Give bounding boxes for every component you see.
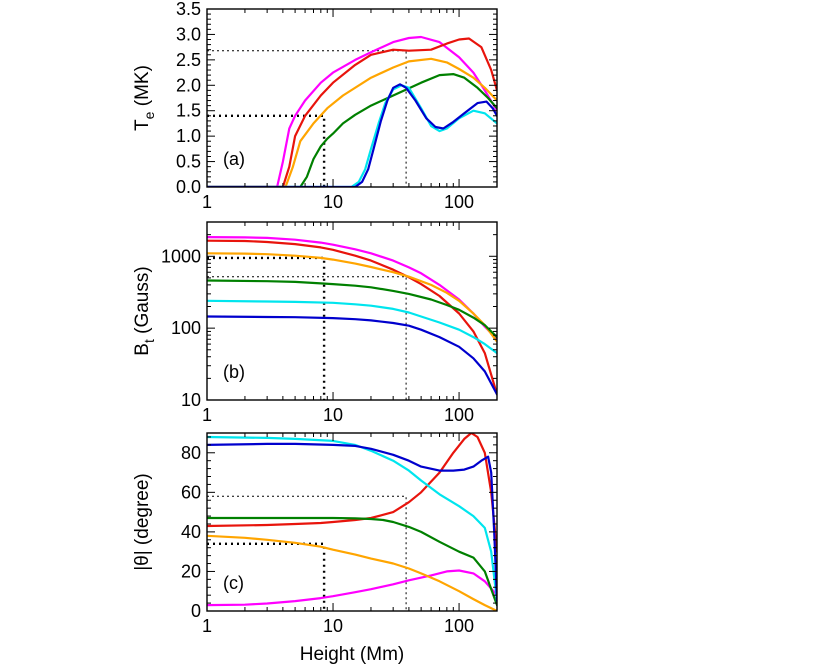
panel-c: 1 10 100 0 20 40 60 80 (c) |θ| (degree) [132,432,498,636]
series-cyan [207,299,497,355]
y-tick-label: 0.5 [176,152,201,172]
reference-line-thin [207,495,407,611]
series-magenta [207,35,497,187]
series-red [207,239,497,396]
y-tick-label: 20 [181,561,201,581]
panel-label: (b) [223,362,245,382]
y-tick-label: 1000 [161,246,201,266]
y-tick-label: 1.5 [176,101,201,121]
x-tick-label: 10 [323,616,343,636]
plot-frame [206,432,498,612]
x-tick-label: 100 [444,192,474,212]
y-tick-label: 0.0 [176,177,201,197]
y-tick-label: 0 [191,601,201,621]
y-tick-label: 2.5 [176,50,201,70]
y-tick-label: 2.0 [176,75,201,95]
series-magenta [207,236,497,341]
x-axis-label: Height (Mm) [300,644,405,664]
series-red [207,37,497,187]
panel-label: (c) [223,573,244,593]
panel-label: (a) [223,149,245,169]
reference-line-thin [207,276,407,400]
series-cyan [207,435,497,603]
series-blue [207,315,497,396]
y-tick-label: 1.0 [176,126,201,146]
x-tick-label: 1 [202,616,212,636]
x-tick-label: 10 [323,192,343,212]
y-tick-label: 100 [171,318,201,338]
y-tick-label: 10 [181,390,201,410]
y-tick-label: 3.0 [176,24,201,44]
y-tick-label: 60 [181,482,201,502]
x-tick-label: 1 [202,192,212,212]
y-axis-label: Te (MK) [132,65,157,131]
panel-a: 1 10 100 0.0 0.5 1.0 1.5 2.0 2.5 3.0 3.5 (a) Te (MK) [132,0,498,212]
plot-frame [206,8,498,188]
series-green [207,72,497,187]
series-orange [207,252,497,343]
series-green [207,516,497,607]
series-blue [207,442,497,603]
series-blue [207,83,497,187]
x-tick-label: 1 [202,405,212,425]
series-green [207,279,497,339]
reference-line-thin [207,50,407,187]
series-red [207,433,497,553]
plot-frame [206,221,498,401]
y-tick-label: 3.5 [176,0,201,19]
reference-line-thick [207,256,326,400]
series-cyan [207,84,497,187]
series-magenta [207,569,497,607]
y-axis-label: Bt (Gauss) [132,266,157,355]
series-orange [207,534,497,611]
y-tick-label: 40 [181,522,201,542]
x-tick-label: 100 [444,616,474,636]
x-tick-label: 100 [444,405,474,425]
series-orange [207,57,497,187]
x-tick-label: 10 [323,405,343,425]
y-axis-label: |θ| (degree) [132,473,153,571]
y-tick-label: 80 [181,443,201,463]
